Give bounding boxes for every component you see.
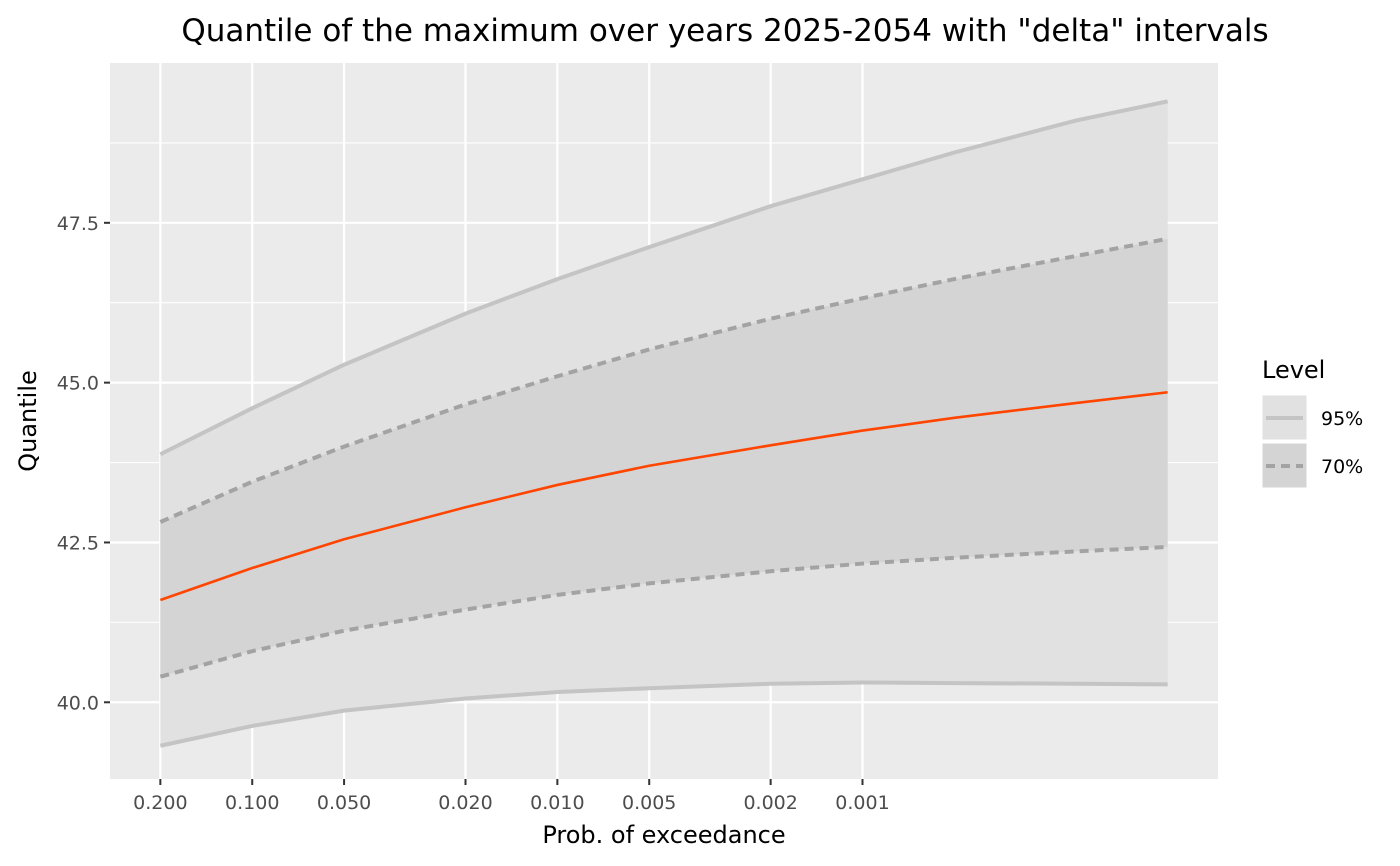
legend-items: 95% 70%	[1261, 394, 1363, 489]
x-tick-label: 0.050	[317, 792, 371, 814]
x-axis: 0.200 0.100 0.050 0.020 0.010 0.005 0.002 0.001	[133, 779, 890, 814]
x-tick-label: 0.200	[133, 792, 187, 814]
chart-title: Quantile of the maximum over years 2025-…	[181, 13, 1268, 49]
legend-label: 95%	[1321, 408, 1363, 430]
x-tick-label: 0.010	[530, 792, 584, 814]
legend-label: 70%	[1321, 456, 1363, 478]
series-lines	[159, 99, 1169, 748]
lower-95-line	[159, 680, 1168, 748]
y-axis-title: Quantile	[14, 370, 42, 472]
x-tick-label: 0.020	[438, 792, 492, 814]
upper-70-line	[159, 236, 1169, 524]
x-tick-label: 0.100	[225, 792, 279, 814]
x-axis-title: Prob. of exceedance	[542, 821, 785, 849]
x-tick-label: 0.002	[743, 792, 797, 814]
y-tick-label: 40.0	[57, 692, 99, 714]
x-tick-label: 0.005	[622, 792, 676, 814]
y-axis: 40.0 42.5 45.0 47.5	[57, 213, 110, 714]
band-70-ribbon	[160, 238, 1168, 677]
lower-70-line	[159, 544, 1168, 679]
y-tick-label: 45.0	[57, 373, 99, 395]
plot-area	[110, 63, 1218, 779]
upper-95-line	[159, 99, 1169, 457]
legend: Level 95% 70%	[1261, 356, 1363, 489]
x-tick-label: 0.001	[835, 792, 889, 814]
y-tick-label: 47.5	[57, 213, 99, 235]
y-tick-label: 42.5	[57, 532, 99, 554]
legend-title: Level	[1262, 356, 1325, 384]
estimate-line	[159, 390, 1168, 602]
